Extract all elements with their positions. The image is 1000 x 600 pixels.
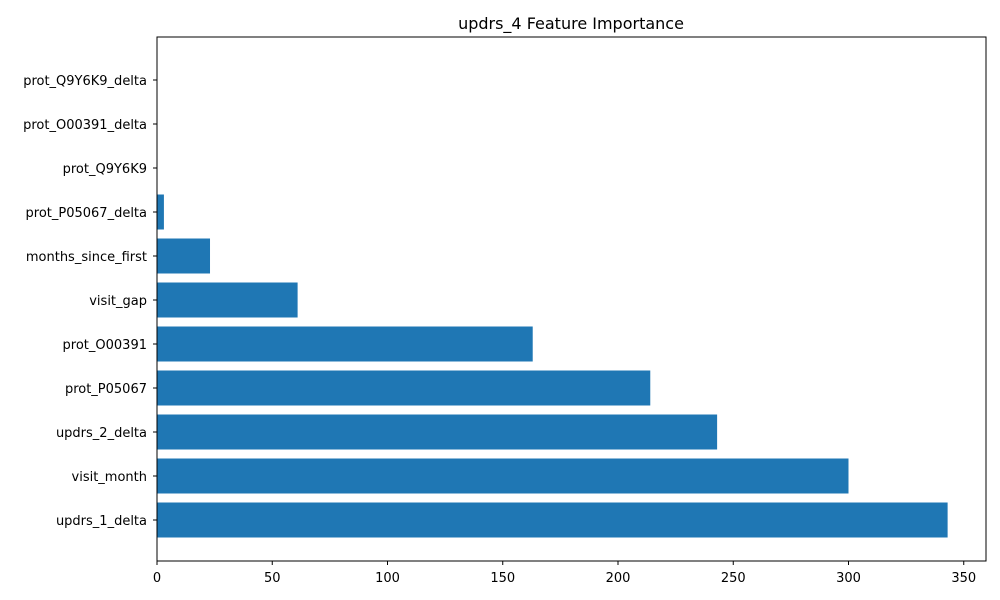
x-tick-label: 0 [153,571,161,586]
y-tick-label: prot_P05067_delta [26,206,147,221]
x-axis: 0 50 100 150 200 250 300 350 [153,561,976,586]
bar [157,194,164,230]
bar [157,370,651,406]
x-tick-label: 100 [375,571,400,586]
x-tick-label: 250 [721,571,746,586]
x-tick-label: 50 [264,571,281,586]
bar [157,282,298,318]
bars-group [157,194,948,538]
x-tick-label: 200 [606,571,631,586]
y-tick-label: prot_Q9Y6K9_delta [23,74,147,89]
y-tick-label: prot_Q9Y6K9 [63,162,147,177]
chart-title: updrs_4 Feature Importance [458,14,684,34]
y-tick-label: updrs_2_delta [56,426,147,441]
bar [157,458,849,494]
bar [157,414,718,450]
bar [157,238,211,274]
bar [157,502,948,538]
x-tick-label: 150 [490,571,515,586]
y-tick-label: months_since_first [26,250,147,265]
y-axis: updrs_1_delta visit_month updrs_2_delta pro… [23,74,157,529]
y-tick-label: visit_gap [89,294,147,309]
y-tick-label: prot_O00391_delta [23,118,147,133]
y-tick-label: updrs_1_delta [56,514,147,529]
plot-frame [156,36,987,562]
x-tick-label: 300 [836,571,861,586]
x-tick-label: 350 [951,571,976,586]
y-tick-label: prot_O00391 [63,338,147,353]
bar [157,326,533,362]
y-tick-label: visit_month [72,470,147,485]
y-tick-label: prot_P05067 [65,382,147,397]
